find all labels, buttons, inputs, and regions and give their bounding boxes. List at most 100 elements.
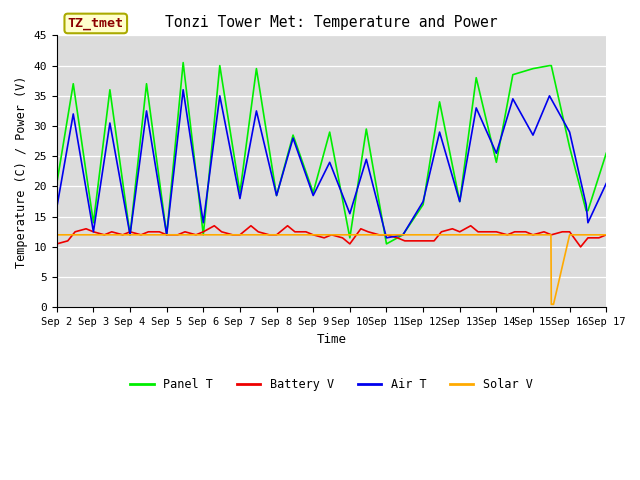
Panel T	[346, 235, 354, 241]
Air T	[383, 235, 390, 241]
Battery V	[255, 229, 262, 235]
Panel T	[456, 199, 463, 204]
Battery V	[181, 229, 189, 235]
Panel T	[69, 81, 77, 86]
Solar V	[181, 232, 189, 238]
Panel T	[472, 75, 480, 81]
Air T	[326, 159, 333, 165]
Battery V	[577, 244, 584, 250]
Panel T	[582, 208, 590, 214]
Air T	[399, 232, 407, 238]
Air T	[126, 232, 134, 238]
Battery V	[357, 226, 365, 232]
Solar V	[438, 232, 445, 238]
Solar V	[255, 232, 262, 238]
Panel T	[566, 144, 573, 150]
Battery V	[211, 223, 218, 228]
Panel T	[399, 232, 407, 238]
Panel T	[143, 81, 150, 86]
Battery V	[602, 232, 610, 238]
Solar V	[549, 301, 557, 307]
Solar V	[474, 232, 482, 238]
Panel T	[126, 232, 134, 238]
Solar V	[602, 232, 610, 238]
Air T	[584, 220, 592, 226]
Solar V	[273, 232, 280, 238]
Panel T	[236, 190, 244, 195]
Solar V	[584, 232, 592, 238]
Battery V	[540, 229, 548, 235]
Air T	[236, 196, 244, 202]
Air T	[546, 93, 554, 99]
Panel T	[584, 208, 592, 214]
Air T	[346, 211, 354, 216]
Air T	[273, 192, 280, 198]
Battery V	[394, 235, 401, 241]
Air T	[309, 192, 317, 198]
Air T	[493, 150, 500, 156]
X-axis label: Time: Time	[317, 333, 346, 346]
Air T	[90, 229, 97, 235]
Panel T	[436, 99, 444, 105]
Panel T	[419, 202, 427, 207]
Air T	[509, 96, 516, 102]
Solar V	[90, 232, 97, 238]
Line: Battery V: Battery V	[57, 226, 606, 247]
Solar V	[419, 232, 427, 238]
Y-axis label: Temperature (C) / Power (V): Temperature (C) / Power (V)	[15, 75, 28, 267]
Air T	[69, 111, 77, 117]
Panel T	[509, 72, 516, 78]
Air T	[200, 220, 207, 226]
Solar V	[547, 232, 555, 238]
Line: Air T: Air T	[57, 90, 606, 238]
Solar V	[218, 232, 225, 238]
Solar V	[566, 232, 573, 238]
Air T	[602, 180, 610, 186]
Solar V	[53, 232, 61, 238]
Solar V	[163, 232, 170, 238]
Solar V	[364, 232, 372, 238]
Air T	[362, 156, 370, 162]
Battery V	[163, 232, 170, 238]
Solar V	[547, 301, 555, 307]
Solar V	[550, 301, 557, 307]
Solar V	[108, 232, 116, 238]
Air T	[582, 202, 590, 207]
Solar V	[126, 232, 134, 238]
Air T	[456, 199, 463, 204]
Panel T	[326, 129, 333, 135]
Air T	[529, 132, 537, 138]
Title: Tonzi Tower Met: Temperature and Power: Tonzi Tower Met: Temperature and Power	[165, 15, 498, 30]
Solar V	[346, 232, 354, 238]
Panel T	[547, 63, 555, 69]
Solar V	[456, 232, 463, 238]
Panel T	[602, 150, 610, 156]
Panel T	[493, 159, 500, 165]
Panel T	[383, 241, 390, 247]
Solar V	[383, 232, 390, 238]
Solar V	[291, 232, 299, 238]
Air T	[106, 120, 114, 126]
Panel T	[216, 63, 223, 69]
Panel T	[90, 220, 97, 226]
Air T	[566, 129, 573, 135]
Solar V	[309, 232, 317, 238]
Solar V	[328, 232, 335, 238]
Solar V	[401, 232, 408, 238]
Line: Solar V: Solar V	[57, 235, 606, 304]
Panel T	[106, 87, 114, 93]
Panel T	[529, 66, 537, 72]
Panel T	[362, 126, 370, 132]
Panel T	[546, 63, 554, 69]
Solar V	[529, 232, 537, 238]
Air T	[472, 105, 480, 111]
Panel T	[200, 232, 207, 238]
Legend: Panel T, Battery V, Air T, Solar V: Panel T, Battery V, Air T, Solar V	[125, 373, 538, 396]
Solar V	[236, 232, 244, 238]
Air T	[436, 129, 444, 135]
Solar V	[511, 232, 518, 238]
Line: Panel T: Panel T	[57, 62, 606, 244]
Panel T	[53, 180, 61, 186]
Panel T	[273, 192, 280, 198]
Solar V	[71, 232, 79, 238]
